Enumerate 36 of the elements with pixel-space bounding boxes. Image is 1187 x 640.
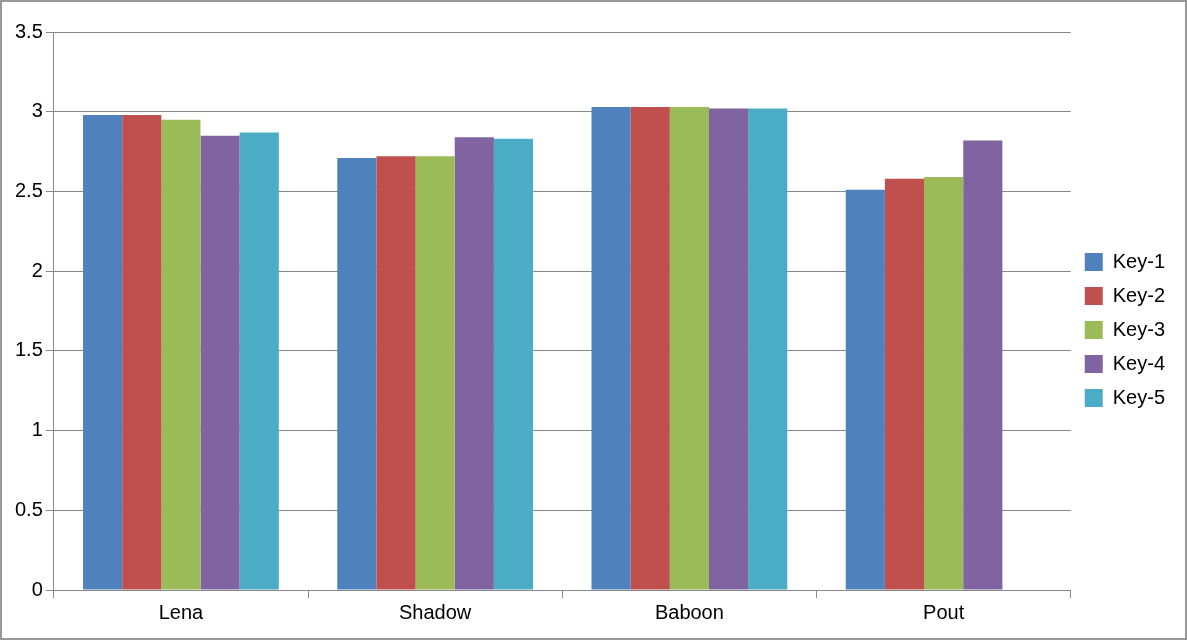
legend-label: Key-4 [1112,351,1165,374]
bar [708,108,749,590]
bar [669,106,709,590]
bar [493,138,534,590]
bar [748,108,788,590]
bar [924,177,964,590]
y-tick-label: 2.5 [14,178,43,201]
bar [454,137,494,590]
y-tick-label: 0.5 [14,497,43,520]
bar [337,157,377,590]
legend-label: Key-2 [1112,283,1165,306]
bar [200,135,240,590]
y-tick-label: 2 [31,258,43,281]
legend-label: Key-1 [1112,249,1165,272]
bar [845,189,885,590]
bar [591,106,631,590]
bar [630,106,670,590]
y-tick-label: 1 [31,418,43,441]
y-tick-label: 1.5 [14,338,43,361]
x-tick-label: Shadow [399,600,472,623]
bar [161,119,201,590]
bar [884,178,925,590]
x-tick-label: Pout [923,600,965,623]
legend-label: Key-3 [1112,317,1165,340]
bar [963,140,1003,590]
y-tick-label: 3 [31,99,43,122]
bar [415,156,455,590]
bar [376,156,416,590]
y-tick-label: 3.5 [14,19,43,42]
y-tick-label: 0 [31,577,43,600]
bar [122,114,162,590]
bar [239,132,279,590]
x-tick-label: Lena [158,600,205,623]
x-tick-label: Baboon [654,600,724,623]
bar [83,114,123,590]
legend-label: Key-5 [1112,385,1165,408]
